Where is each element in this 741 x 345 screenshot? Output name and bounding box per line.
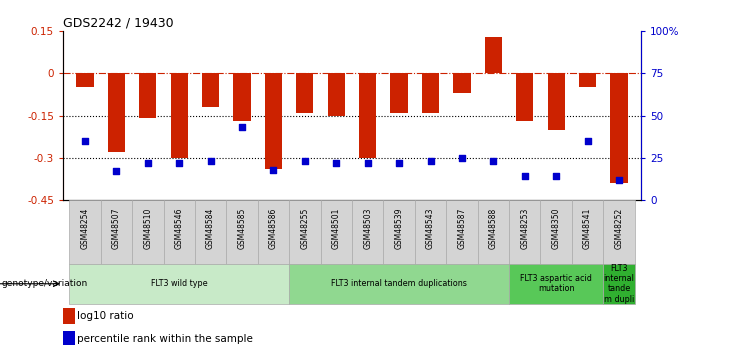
- Text: GSM48503: GSM48503: [363, 208, 372, 249]
- Bar: [572, 200, 603, 264]
- Bar: [446, 200, 478, 264]
- Point: [551, 174, 562, 179]
- Point: [299, 158, 310, 164]
- Text: percentile rank within the sample: percentile rank within the sample: [78, 334, 253, 344]
- Point: [173, 160, 185, 166]
- Point: [425, 158, 436, 164]
- Bar: [63, 308, 75, 324]
- Bar: [170, 73, 188, 158]
- Bar: [603, 200, 635, 264]
- Point: [79, 138, 91, 144]
- Bar: [478, 200, 509, 264]
- Text: GSM48255: GSM48255: [300, 208, 309, 249]
- Bar: [422, 73, 439, 113]
- Bar: [195, 200, 226, 264]
- Text: GSM48510: GSM48510: [143, 208, 153, 249]
- Bar: [415, 200, 446, 264]
- Bar: [101, 200, 132, 264]
- Text: genotype/variation: genotype/variation: [1, 279, 87, 288]
- Bar: [289, 264, 509, 304]
- Bar: [579, 73, 597, 87]
- Text: GSM48252: GSM48252: [614, 208, 623, 249]
- Text: GSM48588: GSM48588: [489, 208, 498, 249]
- Point: [456, 155, 468, 161]
- Text: GSM48507: GSM48507: [112, 208, 121, 249]
- Point: [362, 160, 373, 166]
- Text: GSM48254: GSM48254: [81, 208, 90, 249]
- Bar: [611, 73, 628, 183]
- Point: [110, 169, 122, 174]
- Bar: [296, 73, 313, 113]
- Bar: [164, 200, 195, 264]
- Bar: [516, 73, 534, 121]
- Bar: [509, 264, 603, 304]
- Bar: [321, 200, 352, 264]
- Bar: [383, 200, 415, 264]
- Bar: [453, 73, 471, 93]
- Text: GSM48546: GSM48546: [175, 208, 184, 249]
- Text: GDS2242 / 19430: GDS2242 / 19430: [63, 17, 173, 30]
- Bar: [540, 200, 572, 264]
- Bar: [76, 73, 93, 87]
- Bar: [258, 200, 289, 264]
- Point: [613, 177, 625, 183]
- Bar: [548, 73, 565, 130]
- Point: [205, 158, 216, 164]
- Point: [142, 160, 153, 166]
- Text: GSM48585: GSM48585: [238, 208, 247, 249]
- Text: GSM48501: GSM48501: [332, 208, 341, 249]
- Point: [268, 167, 279, 172]
- Bar: [233, 73, 250, 121]
- Text: FLT3 wild type: FLT3 wild type: [151, 279, 207, 288]
- Bar: [359, 73, 376, 158]
- Point: [488, 158, 499, 164]
- Point: [582, 138, 594, 144]
- Text: GSM48584: GSM48584: [206, 208, 215, 249]
- Bar: [391, 73, 408, 113]
- Bar: [265, 73, 282, 169]
- Bar: [69, 200, 101, 264]
- Point: [519, 174, 531, 179]
- Point: [330, 160, 342, 166]
- Text: FLT3 internal tandem duplications: FLT3 internal tandem duplications: [331, 279, 467, 288]
- Text: GSM48541: GSM48541: [583, 208, 592, 249]
- Bar: [107, 73, 125, 152]
- Text: FLT3 aspartic acid
mutation: FLT3 aspartic acid mutation: [520, 274, 592, 294]
- Text: GSM48587: GSM48587: [457, 208, 466, 249]
- Bar: [132, 200, 164, 264]
- Bar: [63, 331, 75, 345]
- Text: GSM48543: GSM48543: [426, 208, 435, 249]
- Bar: [289, 200, 321, 264]
- Bar: [485, 37, 502, 73]
- Text: log10 ratio: log10 ratio: [78, 311, 134, 321]
- Text: FLT3
internal
tande
m dupli: FLT3 internal tande m dupli: [603, 264, 634, 304]
- Bar: [139, 73, 156, 118]
- Point: [393, 160, 405, 166]
- Bar: [202, 73, 219, 107]
- Text: GSM48350: GSM48350: [551, 208, 561, 249]
- Text: GSM48253: GSM48253: [520, 208, 529, 249]
- Text: GSM48539: GSM48539: [395, 208, 404, 249]
- Bar: [603, 264, 635, 304]
- Bar: [352, 200, 383, 264]
- Bar: [69, 264, 289, 304]
- Bar: [226, 200, 258, 264]
- Text: GSM48586: GSM48586: [269, 208, 278, 249]
- Bar: [509, 200, 540, 264]
- Point: [236, 125, 248, 130]
- Bar: [328, 73, 345, 116]
